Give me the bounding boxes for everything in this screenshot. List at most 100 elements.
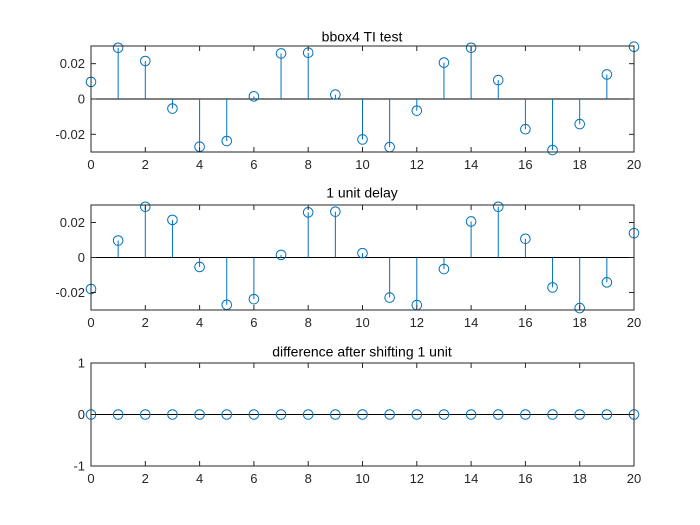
x-tick-label: 0 xyxy=(87,315,94,330)
x-tick-label: 10 xyxy=(355,315,369,330)
stem-marker xyxy=(112,409,124,420)
stem-marker xyxy=(194,261,205,273)
x-tick-label: 20 xyxy=(627,471,641,486)
stem-marker xyxy=(140,55,151,67)
y-tick-label: 0 xyxy=(78,250,85,265)
stem-marker xyxy=(438,409,450,420)
stem-marker xyxy=(574,118,586,130)
stem-marker xyxy=(357,247,368,259)
x-tick-label: 18 xyxy=(572,315,586,330)
subplot-3: difference after shifting 1 unit 0 2 4 6 8 10… xyxy=(73,344,641,487)
stem-marker xyxy=(492,201,504,213)
x-tick-label: 14 xyxy=(464,157,478,172)
stem-marker xyxy=(601,409,613,420)
stem-marker xyxy=(112,235,124,246)
stem-marker xyxy=(492,74,504,86)
stem-marker xyxy=(465,42,477,54)
plot-title-1: bbox4 TI test xyxy=(322,29,403,45)
subplot-2: 1 unit delay 0 2 4 6 8 10 12 14 16 18 200.020-0.02 xyxy=(55,185,641,331)
x-tick-label: 14 xyxy=(464,315,478,330)
x-tick-label: 6 xyxy=(250,157,257,172)
stem-marker xyxy=(275,48,287,59)
x-tick-label: 6 xyxy=(250,315,257,330)
plot-title-3: difference after shifting 1 unit xyxy=(272,344,452,360)
stem-marker xyxy=(248,91,260,102)
x-tick-label: 4 xyxy=(196,315,203,330)
x-tick-label: 16 xyxy=(518,471,532,486)
x-tick-label: 4 xyxy=(196,157,203,172)
stem-marker xyxy=(330,89,341,100)
x-tick-label: 8 xyxy=(305,315,312,330)
x-tick-label: 16 xyxy=(518,157,532,172)
stem-marker xyxy=(167,214,178,226)
stem-marker xyxy=(438,263,450,275)
x-tick-label: 6 xyxy=(250,471,257,486)
stem-marker xyxy=(547,409,558,420)
stem-marker xyxy=(411,409,423,420)
stem-marker xyxy=(275,249,287,261)
y-tick-label: 1 xyxy=(78,356,85,371)
stem-marker xyxy=(140,201,151,213)
y-tick-label: -0.02 xyxy=(55,127,85,142)
x-tick-label: 12 xyxy=(410,157,424,172)
y-tick-label: 0.02 xyxy=(60,56,85,71)
stem-marker xyxy=(112,42,124,54)
stem-marker xyxy=(520,123,531,135)
stem-marker xyxy=(601,69,613,80)
stem-marker xyxy=(194,409,205,420)
x-tick-label: 20 xyxy=(627,157,641,172)
stem-marker xyxy=(167,103,178,114)
y-tick-label: -0.02 xyxy=(55,285,85,300)
stem-marker xyxy=(411,105,423,116)
x-tick-label: 12 xyxy=(410,315,424,330)
x-tick-label: 2 xyxy=(142,157,149,172)
stem-marker xyxy=(384,409,395,420)
x-tick-label: 20 xyxy=(627,315,641,330)
x-tick-label: 12 xyxy=(410,471,424,486)
stem-marker xyxy=(438,57,450,68)
stem-marker xyxy=(465,409,477,420)
x-tick-label: 14 xyxy=(464,471,478,486)
stem-marker xyxy=(330,206,341,217)
stem-marker xyxy=(492,409,504,420)
stem-marker xyxy=(302,409,314,420)
stem-marker xyxy=(248,409,260,420)
y-tick-label: 0 xyxy=(78,407,85,422)
stem-marker xyxy=(221,135,233,147)
stem-marker xyxy=(601,277,613,288)
stem-marker xyxy=(520,409,531,420)
stem-marker xyxy=(248,293,260,305)
x-tick-label: 4 xyxy=(196,471,203,486)
stem-marker xyxy=(275,409,287,420)
stem-marker xyxy=(520,233,531,245)
x-tick-label: 8 xyxy=(305,471,312,486)
stem-marker xyxy=(547,144,558,156)
subplot-1: bbox4 TI test 0 2 4 6 8 10 12 14 16 18 200.020-0.0… xyxy=(55,29,641,173)
x-tick-label: 0 xyxy=(87,471,94,486)
stem-marker xyxy=(357,409,368,420)
y-tick-label: 0 xyxy=(78,92,85,107)
stem-marker xyxy=(357,134,368,145)
x-tick-label: 10 xyxy=(355,157,369,172)
x-tick-label: 10 xyxy=(355,471,369,486)
stem-marker xyxy=(221,409,233,420)
y-tick-label: 0.02 xyxy=(60,215,85,230)
x-tick-label: 2 xyxy=(142,315,149,330)
stem-marker xyxy=(384,292,395,303)
stem-marker xyxy=(574,302,586,314)
x-tick-label: 0 xyxy=(87,157,94,172)
x-tick-label: 2 xyxy=(142,471,149,486)
stem-marker xyxy=(465,216,477,227)
stem-marker xyxy=(167,409,178,420)
x-tick-label: 16 xyxy=(518,315,532,330)
x-tick-label: 8 xyxy=(305,157,312,172)
plot-title-2: 1 unit delay xyxy=(326,185,398,201)
y-tick-label: -1 xyxy=(73,459,85,474)
stem-marker xyxy=(574,409,586,420)
stem-marker xyxy=(140,409,151,420)
x-tick-label: 18 xyxy=(572,471,586,486)
x-tick-label: 18 xyxy=(572,157,586,172)
stem-marker xyxy=(330,409,341,420)
stem-marker xyxy=(547,282,558,293)
